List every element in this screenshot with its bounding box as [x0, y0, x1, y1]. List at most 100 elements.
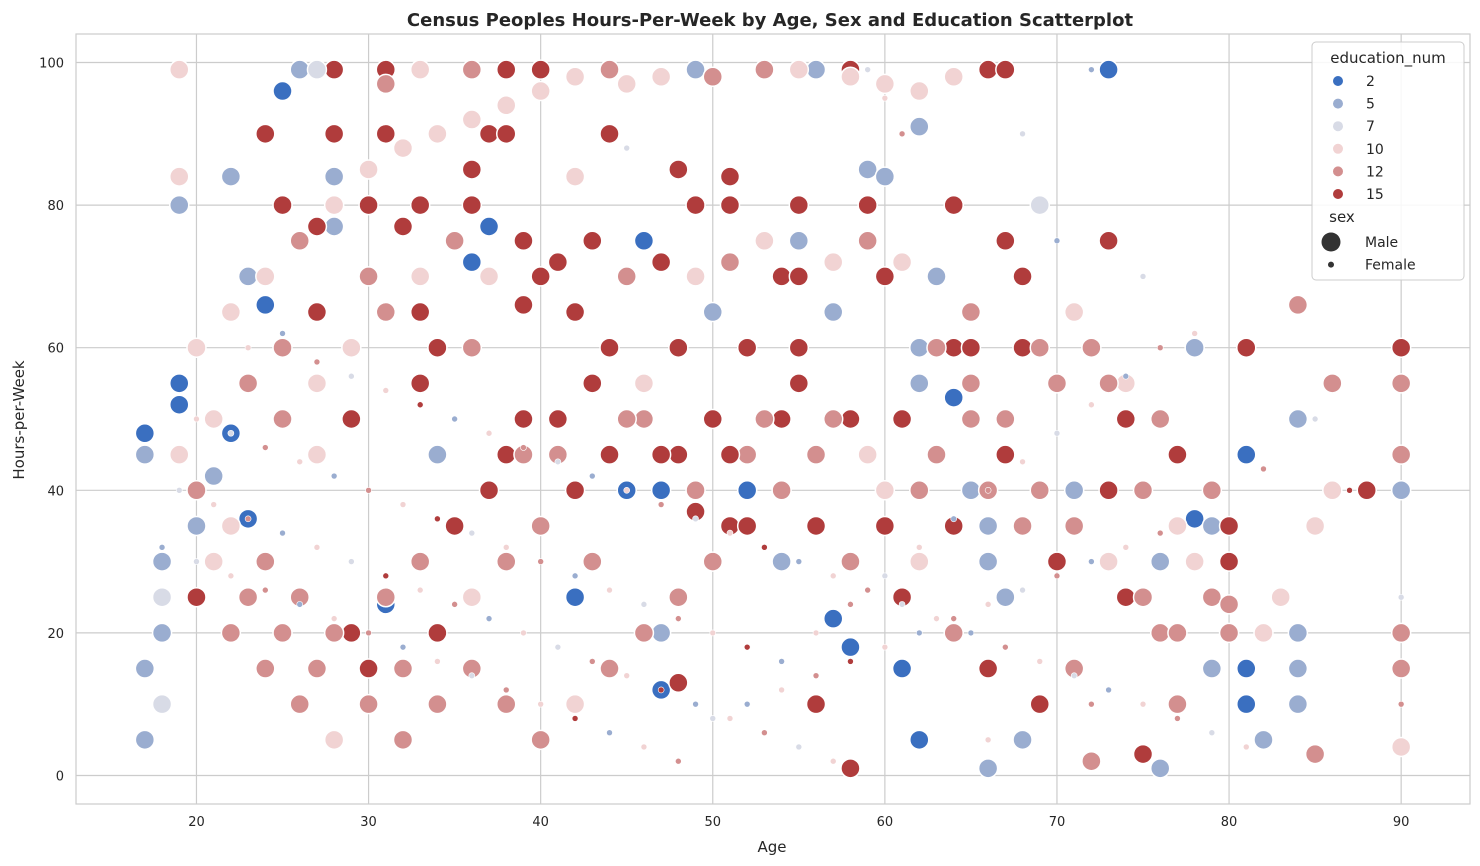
point-female — [692, 700, 699, 708]
y-tick-label: 100 — [39, 57, 64, 72]
plot-frame — [75, 33, 1471, 805]
point-male — [943, 387, 964, 408]
point-female — [726, 715, 734, 722]
point-female — [1122, 372, 1130, 380]
point-male — [306, 301, 328, 323]
point-female — [416, 401, 424, 409]
point-female — [743, 700, 751, 708]
point-female — [416, 586, 424, 594]
point-female — [313, 544, 321, 551]
point-male — [977, 551, 999, 572]
point-male — [1029, 480, 1051, 501]
point-female — [1208, 729, 1216, 737]
point-male — [977, 658, 999, 679]
point-male — [1236, 337, 1257, 358]
point-male — [564, 66, 586, 88]
point-male — [375, 586, 397, 608]
point-male — [461, 59, 483, 80]
point-male — [1218, 515, 1240, 537]
point-male — [960, 337, 982, 358]
point-male — [358, 159, 379, 180]
point-male — [668, 159, 689, 180]
point-male — [289, 230, 310, 252]
point-male — [1132, 586, 1154, 608]
point-male — [1390, 444, 1412, 465]
point-male — [323, 194, 345, 216]
point-female — [1242, 743, 1250, 751]
point-male — [1149, 408, 1171, 430]
point-male — [186, 480, 207, 501]
point-male — [306, 444, 328, 465]
point-male — [599, 123, 620, 145]
point-male — [1287, 408, 1309, 430]
point-male — [237, 586, 259, 608]
point-male — [650, 622, 672, 644]
point-male — [788, 230, 810, 252]
point-female — [984, 736, 992, 744]
point-male — [1253, 622, 1274, 644]
point-female — [709, 629, 717, 637]
point-female — [606, 729, 613, 737]
point-male — [272, 622, 293, 644]
point-male — [1218, 594, 1240, 615]
point-male — [1029, 337, 1051, 358]
point-male — [874, 166, 896, 187]
point-male — [909, 337, 930, 358]
y-tick-label: 60 — [47, 342, 64, 357]
legend-hue-label: 12 — [1366, 164, 1384, 180]
point-male — [736, 515, 758, 537]
x-tick-label: 60 — [877, 815, 894, 830]
point-male — [427, 693, 448, 715]
point-female — [915, 544, 923, 551]
point-male — [1012, 337, 1033, 358]
point-male — [1098, 551, 1119, 572]
point-male — [461, 586, 483, 608]
point-male — [1270, 586, 1291, 608]
point-female — [1105, 686, 1112, 694]
point-male — [1236, 693, 1257, 715]
point-male — [530, 266, 551, 287]
point-female — [330, 615, 338, 622]
point-male — [220, 622, 242, 644]
point-female — [485, 429, 493, 437]
point-female — [950, 615, 958, 622]
point-female — [743, 643, 751, 651]
point-male — [1167, 622, 1188, 644]
point-male — [788, 266, 810, 287]
point-male — [668, 672, 689, 694]
point-female — [1122, 544, 1130, 551]
point-male — [478, 480, 500, 501]
point-male — [754, 408, 775, 430]
point-male — [392, 137, 414, 159]
point-male — [995, 586, 1016, 608]
point-male — [341, 622, 362, 644]
point-female — [933, 615, 940, 622]
point-male — [960, 301, 982, 323]
point-male — [857, 230, 878, 252]
point-male — [306, 658, 328, 679]
point-male — [375, 73, 397, 95]
x-tick-label: 40 — [532, 815, 549, 830]
point-male — [650, 251, 672, 273]
point-male — [478, 216, 500, 237]
point-male — [874, 266, 896, 287]
point-male — [685, 266, 706, 287]
point-male — [220, 515, 242, 537]
point-male — [564, 586, 586, 608]
point-male — [1012, 515, 1033, 537]
point-male — [616, 266, 637, 287]
point-male — [926, 337, 947, 358]
point-male — [1287, 622, 1309, 644]
point-female — [451, 415, 458, 423]
point-male — [134, 729, 156, 751]
legend-box — [1311, 41, 1465, 281]
point-male — [358, 693, 379, 715]
point-male — [840, 758, 861, 779]
point-male — [1287, 693, 1309, 715]
point-male — [255, 123, 276, 145]
point-male — [444, 230, 465, 252]
point-female — [1036, 658, 1044, 665]
point-male — [547, 251, 569, 273]
point-male — [169, 373, 190, 394]
point-female — [606, 586, 613, 594]
